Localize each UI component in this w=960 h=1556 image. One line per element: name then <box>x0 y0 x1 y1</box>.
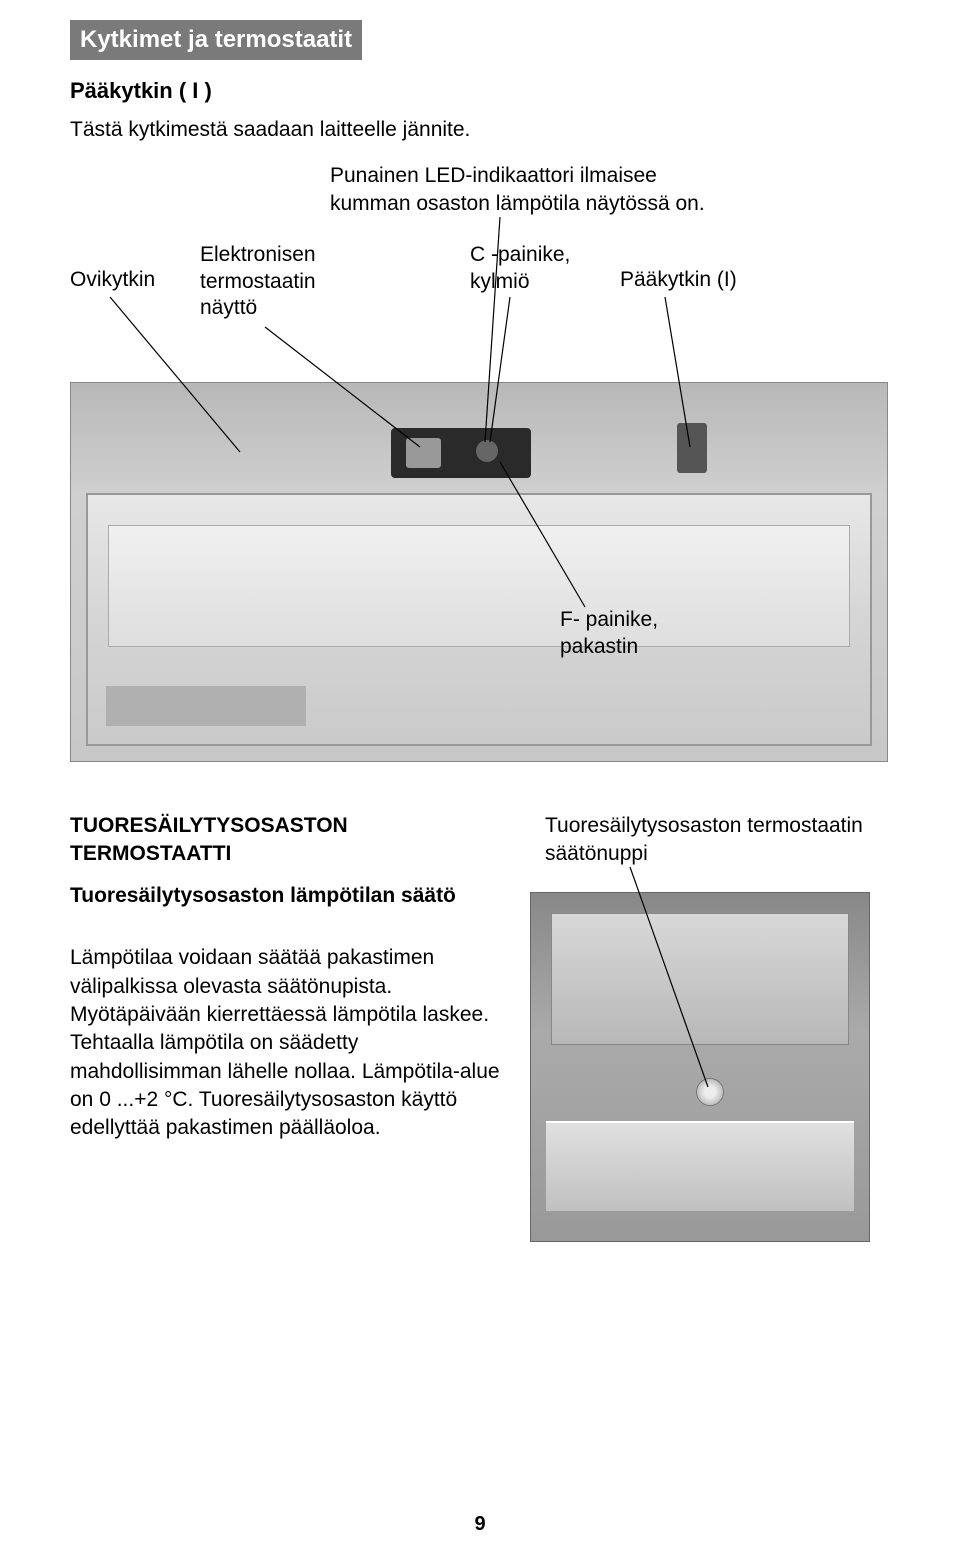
label-c-button: C -painike, kylmiö <box>470 242 580 295</box>
top-photo <box>70 382 888 762</box>
main-switch-text: Tästä kytkimestä saadaan laitteelle jänn… <box>70 116 500 144</box>
led-note: Punainen LED-indikaattori ilmaisee kumma… <box>330 162 730 217</box>
thermostat-heading: TUORESÄILYTYSOSASTON TERMOSTAATTI <box>70 812 500 867</box>
label-thermostat-display: Elektronisen termostaatin näyttö <box>200 242 335 321</box>
main-switch-heading: Pääkytkin ( I ) <box>70 78 890 104</box>
lower-right-column: Tuoresäilytysosaston termostaatin säätön… <box>530 812 890 1242</box>
page-number: 9 <box>474 1513 485 1536</box>
temp-adjust-heading: Tuoresäilytysosaston lämpötilan säätö <box>70 882 500 909</box>
label-main-switch: Pääkytkin (I) <box>620 267 737 293</box>
lower-section: TUORESÄILYTYSOSASTON TERMOSTAATTI Tuores… <box>70 812 890 1242</box>
top-diagram: Punainen LED-indikaattori ilmaisee kumma… <box>70 162 890 782</box>
lower-paragraph: Lämpötilaa voidaan säätää pakastimen väl… <box>70 944 500 1142</box>
label-f-button: F- painike, pakastin <box>560 607 680 660</box>
section-header: Kytkimet ja termostaatit <box>70 20 362 60</box>
label-door-switch: Ovikytkin <box>70 267 155 293</box>
knob-label: Tuoresäilytysosaston termostaatin säätön… <box>545 812 890 867</box>
bottom-photo <box>530 892 870 1242</box>
lower-left-column: TUORESÄILYTYSOSASTON TERMOSTAATTI Tuores… <box>70 812 500 1242</box>
